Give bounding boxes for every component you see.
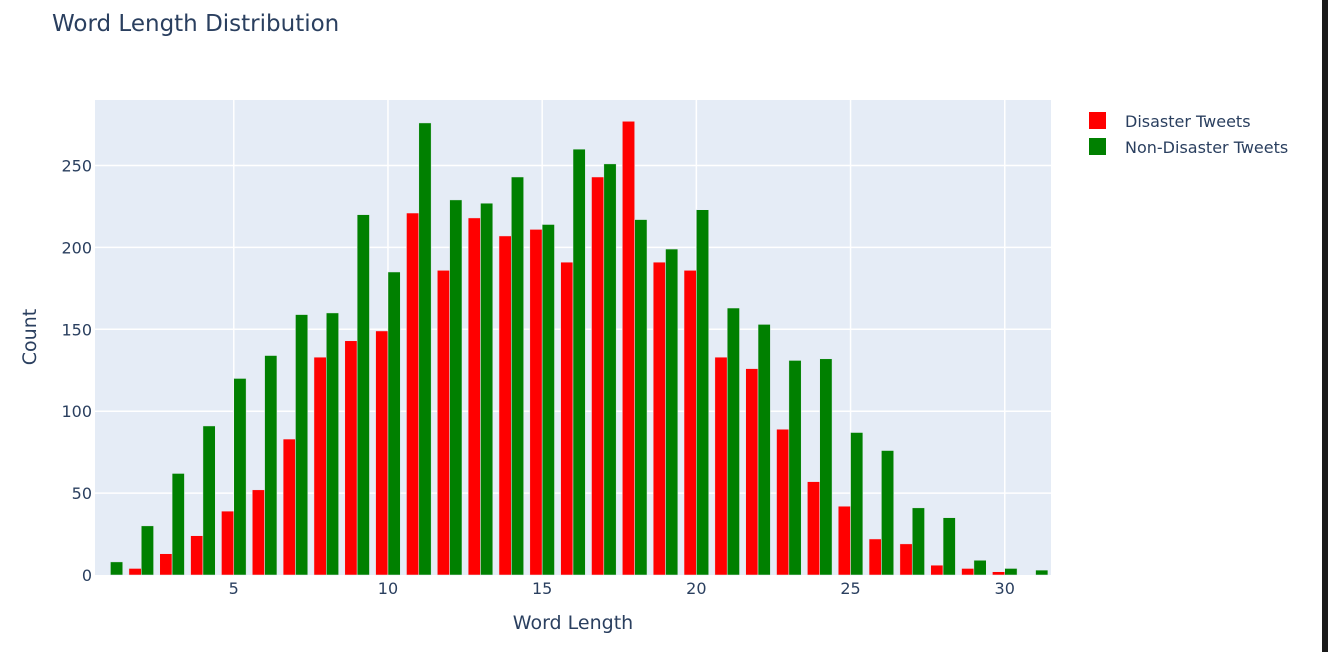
bar-non-disaster[interactable] xyxy=(942,517,956,576)
bar-disaster[interactable] xyxy=(837,505,851,576)
bar-disaster[interactable] xyxy=(807,481,820,576)
bar-disaster[interactable] xyxy=(313,356,327,576)
bar-non-disaster[interactable] xyxy=(881,450,894,576)
legend-swatch[interactable] xyxy=(1089,112,1106,129)
bar-non-disaster[interactable] xyxy=(141,525,154,576)
bar-disaster[interactable] xyxy=(344,340,358,576)
bar-non-disaster[interactable] xyxy=(449,199,463,576)
bar-non-disaster[interactable] xyxy=(418,122,432,576)
bar-non-disaster[interactable] xyxy=(511,176,524,576)
bar-disaster[interactable] xyxy=(652,261,666,576)
bar-non-disaster[interactable] xyxy=(480,202,494,576)
y-tick-label: 150 xyxy=(61,320,92,339)
bar-disaster[interactable] xyxy=(992,571,1005,576)
bar-non-disaster[interactable] xyxy=(295,314,309,576)
bars xyxy=(110,121,1049,576)
legend-swatch[interactable] xyxy=(1089,138,1106,155)
bar-disaster[interactable] xyxy=(406,212,420,576)
bar-non-disaster[interactable] xyxy=(850,432,864,576)
bar-disaster[interactable] xyxy=(868,538,882,576)
bar-non-disaster[interactable] xyxy=(757,324,771,576)
bar-non-disaster[interactable] xyxy=(202,425,216,576)
x-axis-ticks: 5 10 15 20 25 30 xyxy=(229,579,1015,598)
legend-label[interactable]: Non-Disaster Tweets xyxy=(1125,138,1288,157)
x-tick-label: 10 xyxy=(378,579,398,598)
bar-non-disaster[interactable] xyxy=(973,560,987,576)
y-tick-label: 100 xyxy=(61,402,92,421)
bar-disaster[interactable] xyxy=(745,368,759,576)
bar-non-disaster[interactable] xyxy=(726,307,740,576)
bar-disaster[interactable] xyxy=(467,217,481,576)
bar-disaster[interactable] xyxy=(776,428,790,576)
bar-non-disaster[interactable] xyxy=(387,271,401,576)
bar-non-disaster[interactable] xyxy=(171,473,185,576)
bar-disaster[interactable] xyxy=(437,270,450,576)
bar-non-disaster[interactable] xyxy=(603,163,617,576)
bar-disaster[interactable] xyxy=(375,330,389,576)
legend[interactable]: Disaster Tweets Non-Disaster Tweets xyxy=(1089,112,1288,157)
bar-non-disaster[interactable] xyxy=(233,378,247,576)
bar-non-disaster[interactable] xyxy=(665,248,679,576)
bar-non-disaster[interactable] xyxy=(356,214,370,576)
bar-disaster[interactable] xyxy=(221,510,235,576)
bar-disaster[interactable] xyxy=(622,121,635,576)
bar-non-disaster[interactable] xyxy=(572,148,586,576)
bar-non-disaster[interactable] xyxy=(110,561,124,576)
y-tick-label: 0 xyxy=(82,566,92,585)
bar-disaster[interactable] xyxy=(529,229,543,576)
bar-disaster[interactable] xyxy=(714,356,728,576)
bar-disaster[interactable] xyxy=(128,568,142,576)
bar-disaster[interactable] xyxy=(159,553,173,576)
bar-non-disaster[interactable] xyxy=(541,224,555,576)
y-tick-label: 250 xyxy=(61,157,92,176)
bar-disaster[interactable] xyxy=(591,176,605,576)
bar-disaster[interactable] xyxy=(190,535,204,576)
window-edge xyxy=(1322,0,1328,652)
bar-disaster[interactable] xyxy=(899,543,913,576)
bar-disaster[interactable] xyxy=(282,438,296,576)
x-tick-label: 30 xyxy=(995,579,1015,598)
y-axis-label: Count xyxy=(19,309,41,365)
bar-non-disaster[interactable] xyxy=(326,312,339,576)
bar-non-disaster[interactable] xyxy=(1004,568,1018,576)
bar-disaster[interactable] xyxy=(498,235,512,576)
bar-disaster[interactable] xyxy=(961,568,975,576)
bar-non-disaster[interactable] xyxy=(696,209,709,576)
y-axis-ticks: 0 50 100 150 200 250 xyxy=(61,157,92,585)
bar-disaster[interactable] xyxy=(252,489,265,576)
x-axis-label: Word Length xyxy=(513,612,633,634)
chart-title: Word Length Distribution xyxy=(52,11,339,37)
bar-disaster[interactable] xyxy=(683,270,697,576)
x-tick-label: 20 xyxy=(686,579,706,598)
bar-non-disaster[interactable] xyxy=(819,358,833,576)
y-tick-label: 50 xyxy=(72,484,92,503)
bar-non-disaster[interactable] xyxy=(264,355,278,576)
bar-non-disaster[interactable] xyxy=(911,507,925,576)
legend-label[interactable]: Disaster Tweets xyxy=(1125,112,1251,131)
bar-non-disaster[interactable] xyxy=(788,360,802,576)
x-tick-label: 15 xyxy=(532,579,552,598)
bar-disaster[interactable] xyxy=(560,261,574,576)
x-tick-label: 5 xyxy=(229,579,239,598)
x-tick-label: 25 xyxy=(840,579,860,598)
y-tick-label: 200 xyxy=(61,238,92,257)
bar-non-disaster[interactable] xyxy=(634,219,648,576)
bar-disaster[interactable] xyxy=(930,564,944,576)
bar-non-disaster[interactable] xyxy=(1035,569,1049,576)
